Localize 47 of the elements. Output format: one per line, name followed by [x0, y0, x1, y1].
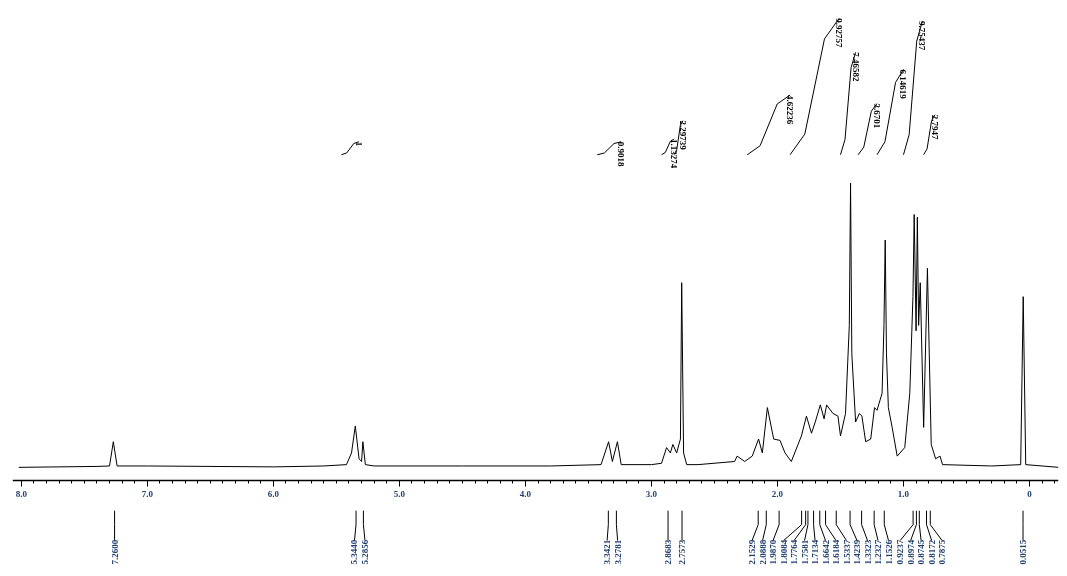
annotation: 5.2856 [359, 539, 370, 565]
text: 2.7947 [930, 114, 940, 141]
annotation: 2.1529 [747, 539, 758, 565]
text: 1 [354, 141, 365, 147]
annotation: 0.9237 [895, 539, 906, 565]
annotation: 1.7581 [799, 539, 810, 565]
text: 9.92757 [834, 18, 845, 48]
text: 1.13274 [669, 139, 680, 169]
annotation: 1.6184 [831, 539, 842, 565]
text: 3.6701 [872, 103, 883, 129]
text: 2.29739 [677, 120, 688, 151]
annotation: 1.7764 [789, 539, 800, 565]
annotation: 2.7573 [677, 539, 688, 565]
text: 6.14619 [898, 69, 909, 100]
x-tick-label: 3.0 [645, 488, 658, 499]
x-tick-label: 7.0 [141, 488, 154, 499]
text: 7.46582 [850, 52, 861, 83]
annotation: 5.3440 [349, 539, 360, 565]
annotation: 0.7875 [937, 539, 948, 565]
annotation: 3.2781 [612, 539, 623, 565]
x-tick-label: 0 [1027, 488, 1033, 499]
annotation: 7.2600 [109, 539, 120, 565]
annotation: 0.8974 [905, 539, 916, 565]
annotation: 0.0515 [1018, 539, 1029, 565]
annotation: 1.8084 [778, 539, 789, 565]
x-tick-label: 4.0 [519, 488, 532, 499]
annotation: 0.8745 [916, 539, 927, 565]
x-tick-label: 1.0 [897, 488, 910, 499]
x-tick-label: 6.0 [267, 488, 280, 499]
x-tick-label: 8.0 [15, 488, 28, 499]
annotation: 1.3323 [862, 539, 873, 565]
annotation: 1.5337 [841, 539, 852, 565]
annotation: 0.8172 [926, 539, 937, 565]
text: 9.75437 [917, 20, 928, 51]
x-tick-label: 2.0 [771, 488, 784, 499]
annotation: 1.4239 [852, 539, 863, 565]
annotation: 3.3421 [602, 539, 613, 565]
text: 0.9018 [616, 141, 627, 167]
text: 4.62236 [785, 95, 796, 125]
annotation: 1.7134 [810, 539, 821, 565]
annotation: 2.8683 [663, 539, 674, 565]
annotation: 2.0888 [757, 539, 768, 565]
annotation: 1.1526 [883, 539, 894, 565]
x-tick-label: 5.0 [393, 488, 406, 499]
annotation: 1.9870 [768, 539, 779, 565]
annotation: 1.6642 [820, 539, 831, 565]
annotation: 1.2327 [873, 539, 884, 565]
